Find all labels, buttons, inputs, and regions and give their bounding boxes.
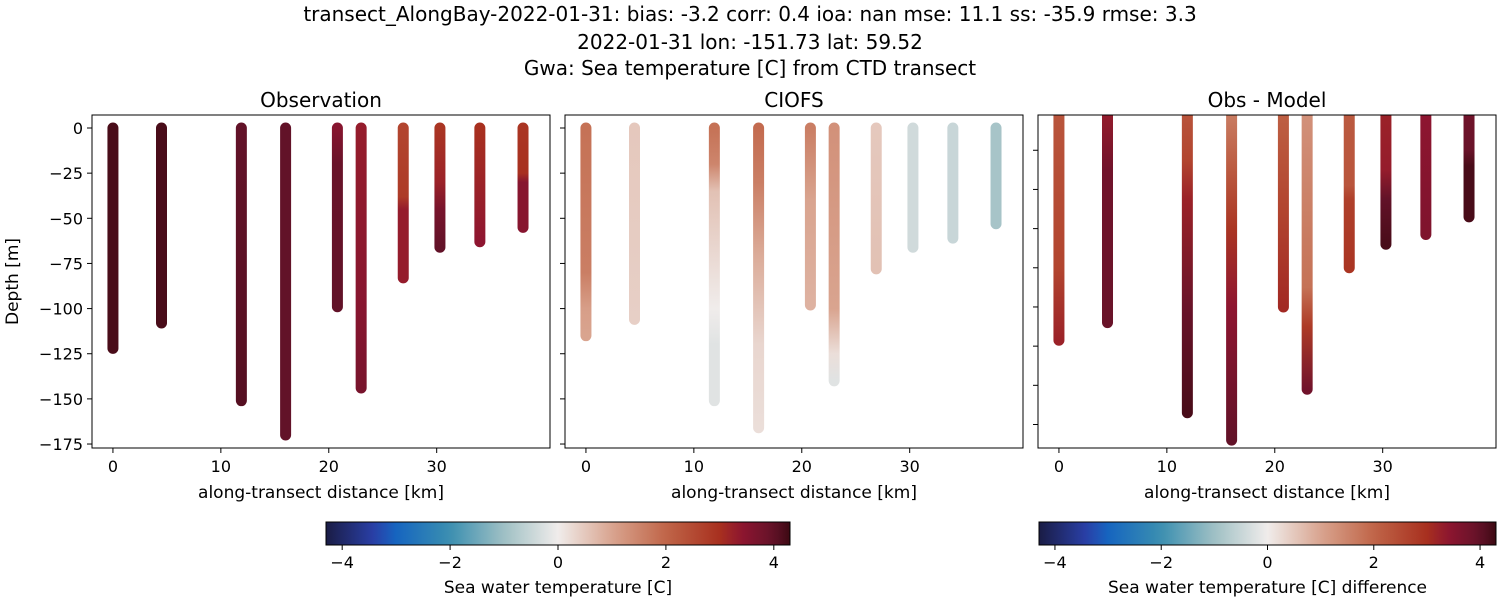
- y-tick-label: −150: [39, 390, 83, 409]
- figure-title-line-1: transect_AlongBay-2022-01-31: bias: -3.2…: [303, 2, 1197, 26]
- axes-frame: [564, 114, 1024, 449]
- station-profiles: [107, 122, 529, 441]
- x-axis-label: along-transect distance [km]: [671, 483, 917, 503]
- panel-ciofs: CIOFS 0 10 20 30 along-transect distance [km]: [560, 88, 1024, 503]
- x-tick-label: 20: [792, 457, 812, 476]
- figure-title-line-3: Gwa: Sea temperature [C] from CTD transe…: [523, 56, 977, 80]
- colorbar-1: −4 −2 0 2 4 Sea water temperature [C]: [325, 521, 791, 598]
- figure-title-line-2: 2022-01-31 lon: -151.73 lat: 59.52: [577, 30, 923, 54]
- x-tick-label: 10: [684, 457, 704, 476]
- colorbar-label: Sea water temperature [C] difference: [1108, 578, 1427, 598]
- x-tick-label: 30: [900, 457, 920, 476]
- y-tick-label: −75: [49, 254, 83, 273]
- x-tick-label: 30: [427, 457, 447, 476]
- x-tick-label: 30: [1373, 457, 1393, 476]
- y-tick-label: −25: [49, 164, 83, 183]
- y-tick-label: −100: [39, 300, 83, 319]
- colorbar-tick-label: 2: [661, 553, 671, 572]
- panel-obs-model: Obs - Model 0 10 20 30 along-transect distanc…: [1033, 88, 1497, 503]
- x-tick-label: 0: [1054, 457, 1064, 476]
- y-tick-label: −175: [39, 435, 83, 454]
- x-tick-label: 20: [1265, 457, 1285, 476]
- colorbar-tick-label: −2: [1149, 553, 1173, 572]
- y-tick-label: 0: [73, 119, 83, 138]
- x-tick-label: 10: [1157, 457, 1177, 476]
- colorbar-gradient: [325, 521, 791, 546]
- y-tick-label: −50: [49, 209, 83, 228]
- colorbar-tick-label: 0: [553, 553, 563, 572]
- colorbar-tick-label: 4: [769, 553, 779, 572]
- colorbar-2: −4 −2 0 2 4 Sea water temperature [C] differe…: [1038, 521, 1497, 598]
- panel-title: Obs - Model: [1208, 88, 1327, 112]
- y-axis-label: Depth [m]: [3, 238, 23, 325]
- panel-observation: Observation 0 10 20 30 along-transect distanc…: [3, 88, 551, 503]
- axes-frame: [1037, 114, 1497, 449]
- colorbar-gradient: [1038, 521, 1497, 546]
- y-tick-label: −125: [39, 345, 83, 364]
- colorbar-tick-label: −4: [1043, 553, 1067, 572]
- colorbar-tick-label: 2: [1369, 553, 1379, 572]
- colorbar-label: Sea water temperature [C]: [444, 578, 672, 598]
- x-axis-label: along-transect distance [km]: [198, 483, 444, 503]
- x-tick-label: 20: [319, 457, 339, 476]
- colorbar-tick-label: −2: [438, 553, 462, 572]
- axes-frame: [91, 114, 551, 449]
- x-axis-label: along-transect distance [km]: [1144, 483, 1390, 503]
- colorbar-tick-label: −4: [330, 553, 354, 572]
- station-profiles: [580, 122, 1002, 434]
- station-profiles: [1053, 115, 1475, 446]
- panel-title: CIOFS: [764, 88, 823, 112]
- colorbar-tick-label: 0: [1262, 553, 1272, 572]
- x-tick-label: 0: [581, 457, 591, 476]
- colorbar-tick-label: 4: [1475, 553, 1485, 572]
- x-tick-label: 10: [211, 457, 231, 476]
- panel-title: Observation: [260, 88, 382, 112]
- x-tick-label: 0: [108, 457, 118, 476]
